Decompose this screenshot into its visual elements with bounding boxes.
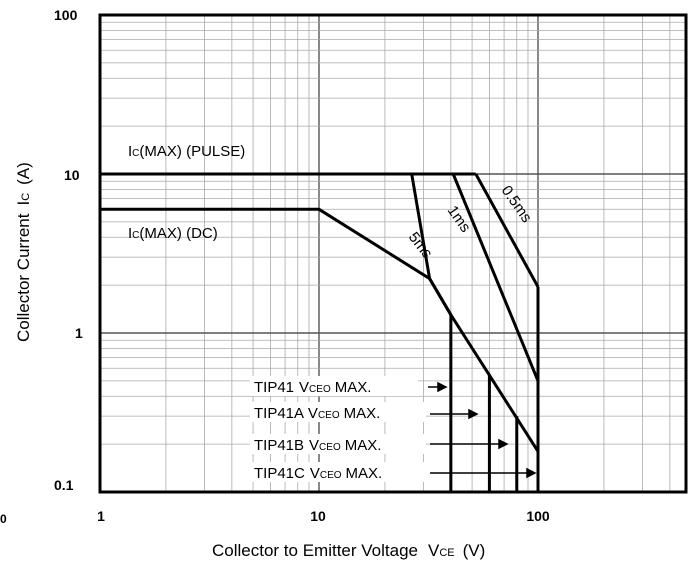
vceo-symbol: V [308, 405, 318, 422]
y-tick-label-1: 1 [75, 325, 83, 341]
label-1ms: 1ms [444, 203, 474, 236]
ic-pulse-text: (MAX) (PULSE) [139, 143, 245, 160]
x-axis-subscript: CE [439, 547, 454, 559]
vceo-arrows [428, 381, 537, 479]
vceo-label-tip41a: TIP41A VCEO MAX. [250, 402, 426, 422]
x-axis-unit: (V) [463, 541, 486, 560]
x-axis-title-text: Collector to Emitter Voltage [212, 541, 418, 560]
ic-dc-subscript: C [132, 230, 139, 241]
vceo-suffix: MAX. [335, 379, 372, 396]
arrow-head-tip41b [498, 438, 509, 450]
vceo-subscript: CEO [320, 470, 342, 481]
vceo-suffix: MAX. [346, 465, 383, 482]
vceo-subscript: CEO [309, 384, 331, 395]
vceo-label-tip41: TIP41 VCEO MAX. [250, 376, 418, 396]
y-axis-symbol: I [14, 201, 33, 206]
curve-1ms [451, 173, 540, 382]
x-tick-label-100: 100 [526, 508, 550, 524]
vceo-suffix: MAX. [344, 405, 381, 422]
x-tick-label-10: 10 [310, 508, 326, 524]
arrow-head-tip41c [526, 467, 537, 479]
vceo-suffix: MAX. [345, 437, 382, 454]
y-axis-subscript: C [20, 193, 32, 201]
x-axis-symbol: V [428, 541, 440, 560]
x-tick-label-1: 1 [97, 508, 105, 524]
y-tick-label-10: 10 [64, 167, 80, 183]
y-axis-title-text: Collector Current [14, 213, 33, 342]
origin-stray-label: 0 [0, 512, 7, 526]
ic-pulse-subscript: C [132, 148, 139, 159]
y-axis-unit: (A) [14, 162, 33, 185]
vceo-symbol: V [310, 465, 320, 482]
vceo-label-tip41b: TIP41B VCEO MAX. [250, 434, 426, 454]
vceo-subscript: CEO [319, 442, 341, 453]
vceo-symbol: V [309, 437, 319, 454]
arrow-head-tip41a [468, 408, 479, 420]
curve-5ms [410, 173, 540, 453]
ic-pulse-symbol: I [128, 143, 132, 160]
y-tick-label-0.1: 0.1 [54, 477, 74, 493]
plot-frame [98, 13, 688, 494]
vceo-part: TIP41A [254, 405, 304, 422]
ic-pulse-label: IC(MAX) (PULSE) [128, 143, 245, 160]
vceo-part: TIP41 [254, 379, 294, 396]
vceo-symbol: V [299, 379, 309, 396]
ic-dc-symbol: I [128, 225, 132, 242]
ic-dc-text: (MAX) (DC) [139, 225, 217, 242]
arrow-head-tip41 [437, 381, 448, 393]
curve-0.5ms [474, 173, 540, 288]
y-tick-label-100: 100 [54, 7, 78, 23]
y-axis-title: Collector Current IC (A) [14, 162, 33, 342]
ic-dc-label: IC(MAX) (DC) [128, 225, 218, 242]
vceo-label-tip41c: TIP41C VCEO MAX. [250, 462, 426, 482]
x-axis-title: Collector to Emitter Voltage VCE (V) [212, 541, 485, 560]
vceo-subscript: CEO [318, 410, 340, 421]
vceo-part: TIP41B [254, 437, 304, 454]
vceo-part: TIP41C [254, 465, 305, 482]
